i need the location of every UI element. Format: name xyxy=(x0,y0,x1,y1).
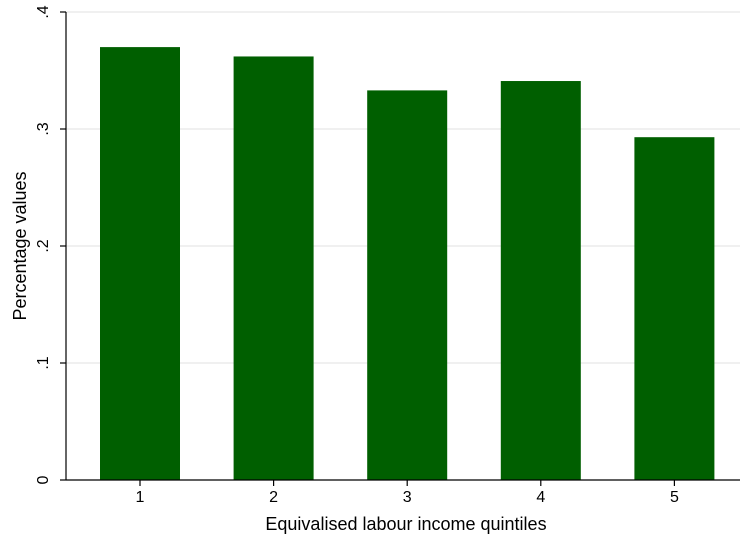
y-tick-label: .2 xyxy=(35,239,52,252)
y-tick-label: .3 xyxy=(35,122,52,135)
bar-3 xyxy=(367,90,448,480)
bar-2 xyxy=(233,56,314,481)
bar-4 xyxy=(500,81,581,480)
y-tick-label: 0 xyxy=(35,475,52,484)
x-axis-ticks: 1 2 3 4 5 xyxy=(136,480,679,506)
y-axis-title: Percentage values xyxy=(10,171,30,320)
x-tick-label: 2 xyxy=(269,489,278,506)
y-tick-label: .1 xyxy=(35,356,52,369)
x-tick-label: 1 xyxy=(136,489,145,506)
bar-5 xyxy=(634,137,715,480)
x-axis-title: Equivalised labour income quintiles xyxy=(265,514,546,534)
y-axis-ticks: 0 .1 .2 .3 .4 xyxy=(35,5,66,484)
bars xyxy=(100,47,715,481)
x-tick-label: 5 xyxy=(670,489,679,506)
y-tick-label: .4 xyxy=(35,5,52,18)
x-tick-label: 4 xyxy=(536,489,545,506)
bar-1 xyxy=(100,47,180,480)
x-tick-label: 3 xyxy=(403,489,412,506)
